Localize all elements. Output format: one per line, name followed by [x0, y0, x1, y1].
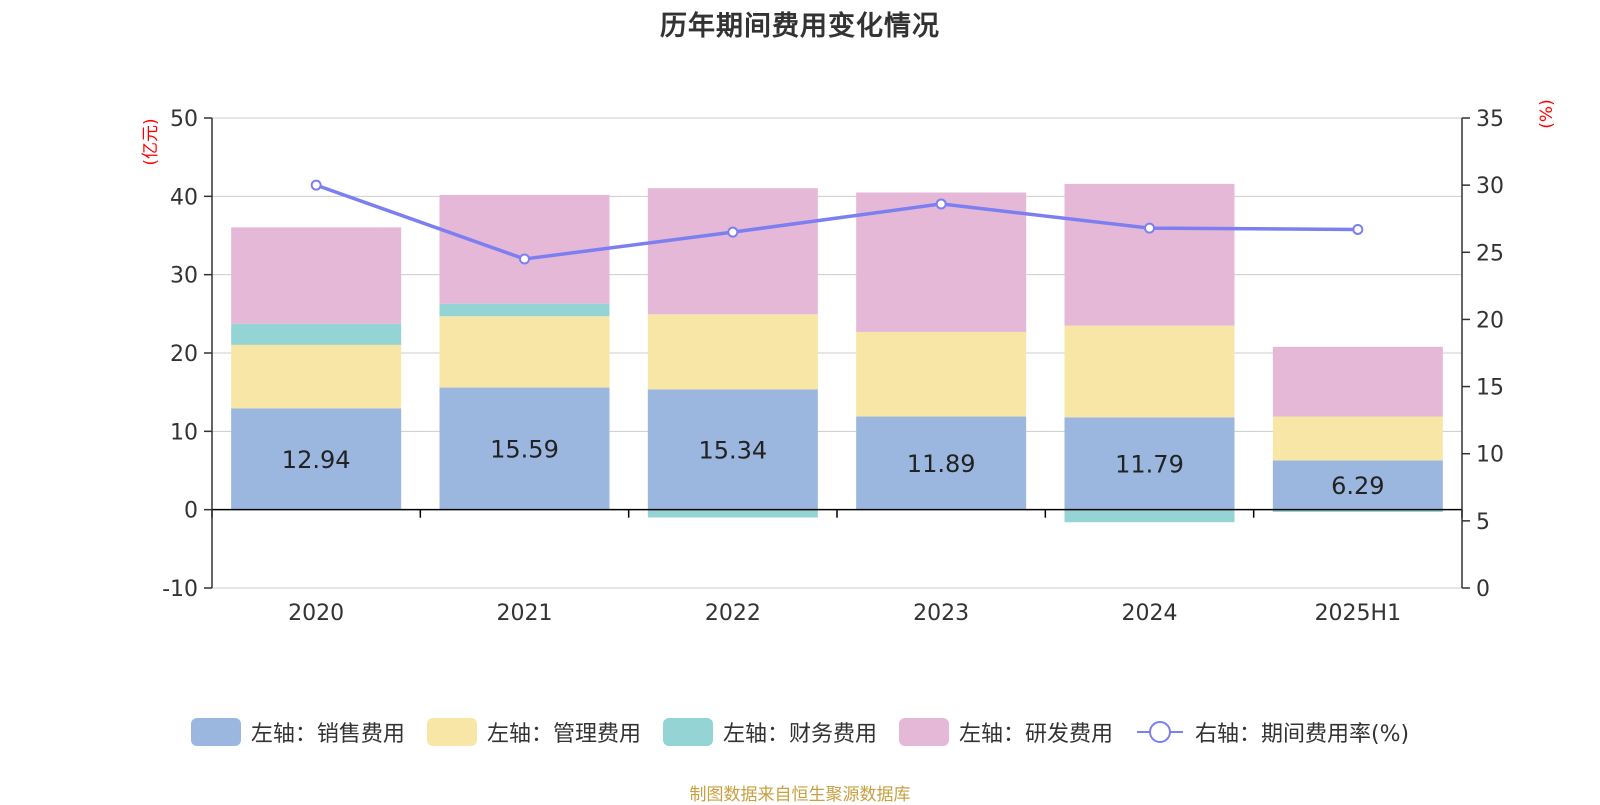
bar-admin	[1064, 325, 1235, 418]
legend-label: 左轴：管理费用	[486, 722, 641, 747]
legend-swatch	[662, 718, 713, 746]
legend-item-rnd[interactable]: 左轴：研发费用	[898, 716, 1113, 748]
bar-rnd	[1272, 346, 1443, 417]
left-axis-unit: (亿元)	[141, 118, 161, 165]
bar-sales	[647, 389, 818, 510]
data-label: 15.59	[490, 436, 559, 464]
rate-point	[310, 179, 322, 191]
left-tick-label: 30	[170, 264, 198, 289]
bar-sales	[1064, 417, 1235, 510]
bar-admin	[231, 344, 402, 409]
x-tick-label: 2023	[913, 601, 969, 626]
bar-finance	[647, 509, 818, 518]
left-tick-label: 10	[170, 420, 198, 445]
legend-item-sales[interactable]: 左轴：销售费用	[190, 716, 405, 748]
chart-canvas: -10 0 10 20 30 40 50 0 5 10 15 20 25 30 35 2020 2021 2022…	[141, 99, 1557, 626]
x-tick-label: 2024	[1122, 601, 1178, 626]
bar-rnd	[439, 194, 610, 304]
right-tick-label: 30	[1476, 174, 1504, 199]
right-axis-unit: (%)	[1537, 99, 1557, 128]
bar-admin	[856, 331, 1027, 417]
left-tick-label: -10	[162, 577, 198, 602]
bar-sales	[231, 408, 402, 510]
legend: 左轴：销售费用 左轴：管理费用 左轴：财务费用 左轴：研发费用 右轴：期间费用率(%)	[0, 716, 1600, 748]
right-tick-label: 5	[1476, 510, 1490, 535]
bar-admin	[1272, 416, 1443, 461]
left-tick-label: 0	[184, 499, 198, 524]
legend-swatch	[426, 718, 477, 746]
bar-finance	[439, 303, 610, 317]
bar-rnd	[231, 227, 402, 324]
legend-label: 左轴：销售费用	[250, 722, 405, 747]
source-note: 制图数据来自恒生聚源数据库	[689, 785, 911, 805]
x-tick-label: 2025H1	[1315, 601, 1402, 626]
rate-point	[519, 253, 530, 265]
x-tick-label: 2022	[705, 601, 761, 626]
left-tick-label: 50	[170, 107, 198, 132]
bar-finance	[1272, 509, 1443, 513]
bar-rnd	[856, 192, 1027, 332]
rate-point	[727, 226, 739, 238]
rate-point	[935, 198, 947, 210]
bar-rnd	[647, 188, 818, 315]
right-tick-label: 25	[1476, 241, 1504, 266]
data-label: 11.89	[907, 450, 976, 478]
left-tick-label: 20	[170, 342, 198, 367]
right-tick-label: 10	[1476, 443, 1504, 468]
data-label: 12.94	[282, 446, 351, 474]
bar-sales	[439, 387, 610, 510]
x-tick-label: 2021	[497, 601, 553, 626]
legend-line-marker	[1136, 721, 1183, 743]
left-tick-label: 40	[170, 185, 198, 210]
legend-swatch	[190, 718, 241, 746]
right-tick-label: 0	[1476, 577, 1490, 602]
legend-item-rate[interactable]: 右轴：期间费用率(%)	[1135, 716, 1409, 748]
bar-rnd	[1064, 183, 1235, 326]
x-tick-label: 2020	[288, 601, 344, 626]
data-label: 6.29	[1331, 472, 1384, 500]
right-tick-label: 20	[1476, 308, 1504, 333]
legend-swatch	[898, 718, 949, 746]
right-tick-label: 15	[1476, 376, 1504, 401]
bar-admin	[647, 314, 818, 390]
bar-admin	[439, 316, 610, 388]
data-label: 11.79	[1115, 450, 1184, 478]
chart-title: 历年期间费用变化情况	[660, 11, 940, 42]
data-label: 15.34	[698, 437, 767, 465]
bar-sales	[856, 416, 1027, 510]
rate-point	[1352, 223, 1364, 235]
bar-finance	[231, 323, 402, 345]
rate-point	[1144, 222, 1155, 234]
legend-label: 左轴：财务费用	[722, 722, 877, 747]
bar-finance	[1064, 509, 1235, 523]
right-tick-label: 35	[1476, 107, 1504, 132]
legend-label: 左轴：研发费用	[958, 722, 1113, 747]
bar-sales	[1272, 460, 1443, 510]
legend-item-finance[interactable]: 左轴：财务费用	[662, 716, 877, 748]
legend-label: 右轴：期间费用率(%)	[1194, 722, 1410, 747]
rate-line	[315, 183, 1358, 261]
legend-item-admin[interactable]: 左轴：管理费用	[426, 716, 641, 748]
